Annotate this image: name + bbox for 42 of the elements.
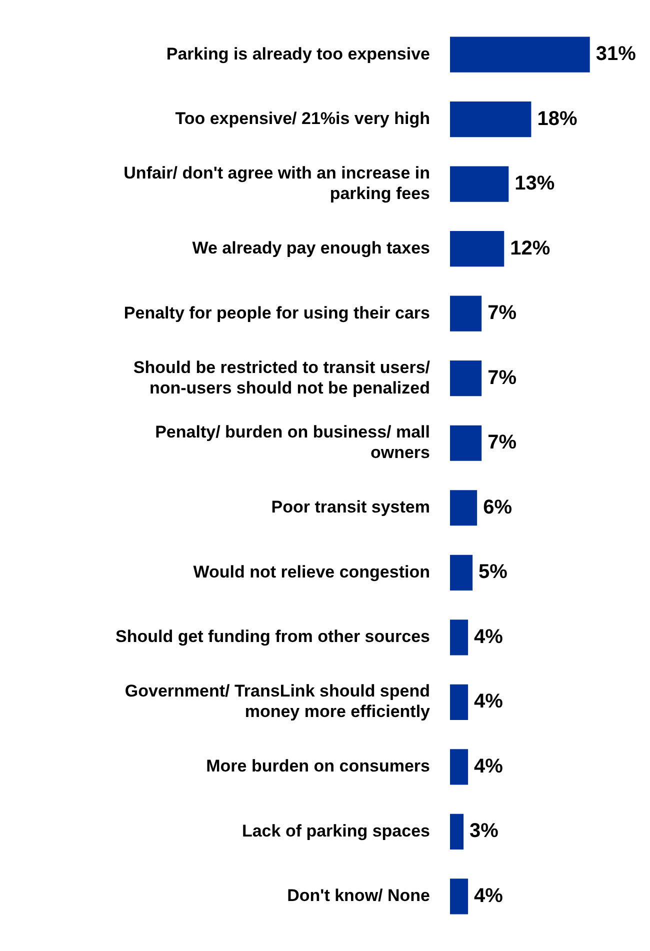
y-tick-label: Government/ TransLink should spend money more efficiently (124, 682, 431, 722)
data-label: 6% (483, 496, 512, 518)
y-tick-label: Poor transit system (271, 498, 430, 517)
y-tick-label: Too expensive/ 21%is very high (175, 109, 430, 128)
bar (450, 490, 478, 526)
bar (450, 620, 468, 656)
bar (450, 749, 468, 785)
data-label: 7% (488, 302, 517, 324)
data-label: 12% (510, 237, 550, 260)
data-label: 3% (470, 820, 499, 842)
data-label: 4% (474, 755, 504, 778)
data-label: 4% (474, 690, 504, 713)
bar (450, 554, 473, 590)
bar (450, 102, 532, 138)
bar (450, 166, 509, 202)
bar (450, 360, 482, 396)
bar (450, 684, 468, 720)
data-label: 18% (537, 108, 578, 130)
bar (450, 878, 468, 914)
y-tick-label: Penalty/ burden on business/ mall owners (155, 422, 430, 462)
data-label: 31% (596, 43, 636, 66)
y-tick-label: More burden on consumers (206, 756, 430, 776)
y-tick-label: Lack of parking spaces (242, 821, 430, 840)
data-label: 4% (474, 884, 504, 907)
y-tick-label: Penalty for people for using their cars (124, 303, 430, 322)
data-label: 7% (488, 366, 517, 389)
data-label: 4% (474, 626, 504, 648)
bar (450, 36, 590, 72)
y-tick-label: Don't know/ None (287, 886, 430, 906)
bar (450, 231, 504, 267)
data-label: 13% (514, 172, 555, 195)
y-tick-label: Parking is already too expensive (166, 44, 430, 64)
bar (450, 296, 482, 332)
data-label: 5% (478, 561, 508, 584)
y-tick-label: Would not relieve congestion (193, 562, 430, 582)
bar (450, 425, 482, 461)
bar (450, 814, 464, 850)
y-tick-label: Unfair/ don't agree with an increase in parking fees (124, 164, 430, 203)
y-tick-label: Should get funding from other sources (116, 627, 430, 646)
data-label: 7% (488, 432, 517, 454)
y-tick-label: Should be restricted to transit users/ non-users should not be penalized (133, 358, 430, 398)
y-tick-label: We already pay enough taxes (192, 238, 430, 258)
